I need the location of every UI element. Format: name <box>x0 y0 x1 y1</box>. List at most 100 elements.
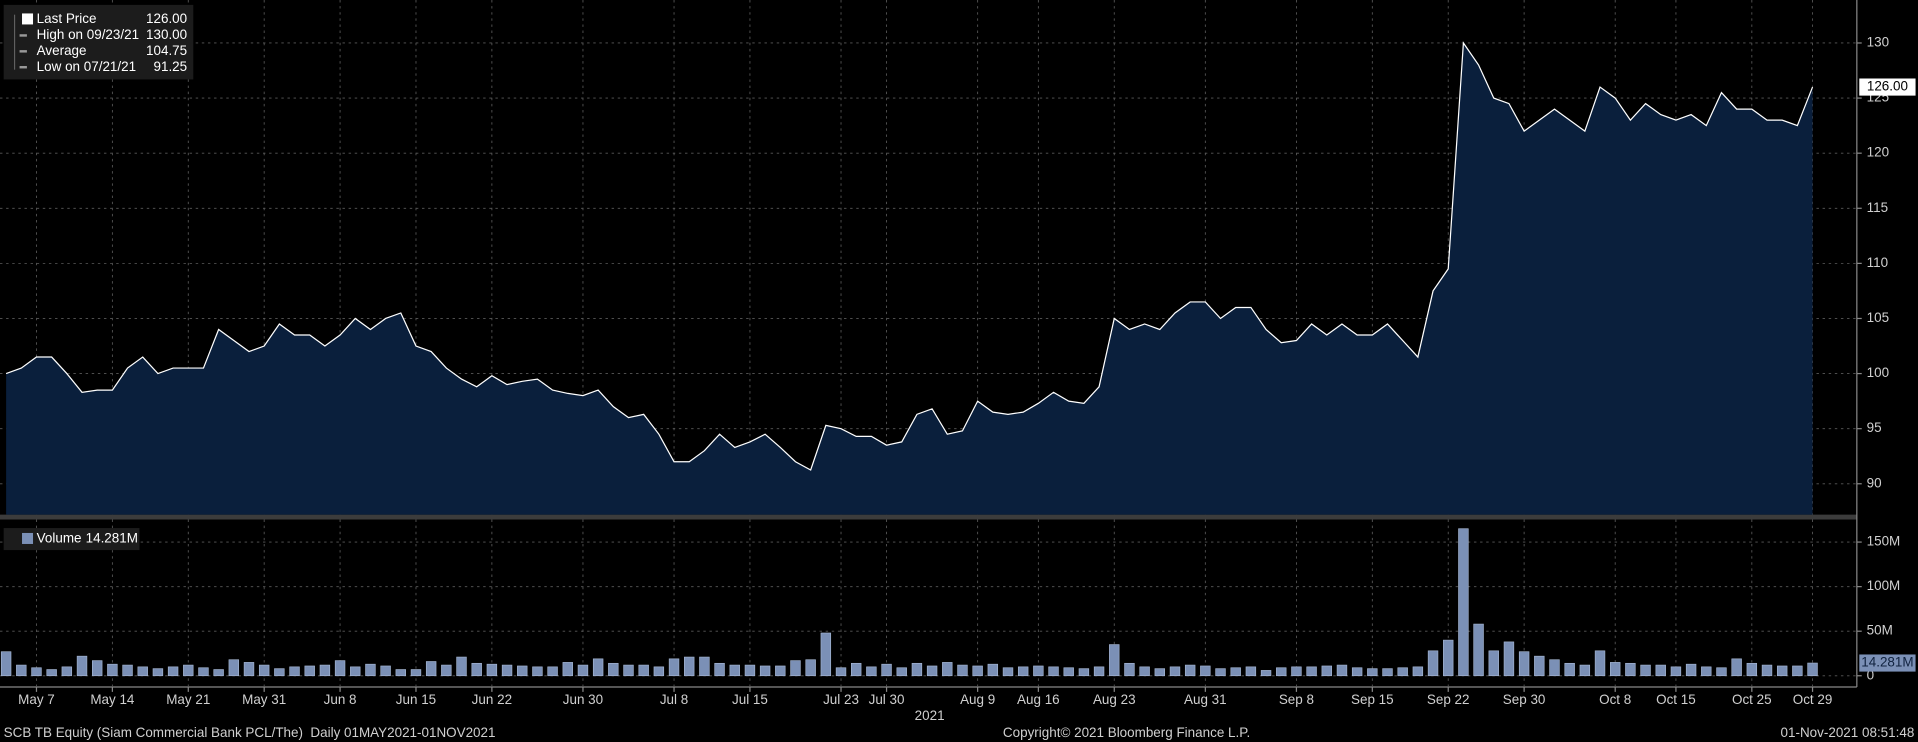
volume-bar <box>1549 659 1560 677</box>
volume-bar <box>198 667 209 677</box>
volume-bar <box>1579 664 1591 677</box>
volume-bar <box>517 665 528 677</box>
volume-bar <box>547 666 558 677</box>
volume-bar <box>16 664 27 677</box>
volume-bar <box>1336 664 1348 677</box>
x-tick-label: May 14 <box>90 692 135 707</box>
volume-bar <box>1351 667 1363 677</box>
volume-bar <box>1564 662 1575 677</box>
volume-bar <box>1685 663 1697 677</box>
volume-bar <box>866 666 877 677</box>
volume-legend-icon <box>22 532 34 544</box>
volume-bar <box>319 664 331 677</box>
y-tick-label: 50M <box>1867 623 1893 638</box>
legend-name: Average <box>37 43 87 58</box>
volume-bar <box>1807 662 1818 677</box>
y-tick-label: 115 <box>1867 200 1888 215</box>
volume-bar <box>790 660 801 677</box>
volume-bar <box>152 668 164 677</box>
volume-bar <box>1124 662 1135 677</box>
volume-bar <box>228 659 240 677</box>
volume-bar <box>835 667 847 677</box>
volume-bar <box>1443 639 1454 677</box>
volume-bar <box>1200 665 1211 677</box>
volume-bar <box>896 667 907 677</box>
volume-bar <box>471 662 482 677</box>
volume-bar <box>1792 665 1803 677</box>
volume-bar <box>274 668 285 677</box>
volume-bar <box>243 662 255 677</box>
volume-bar <box>1746 662 1758 677</box>
volume-bar <box>1701 666 1712 677</box>
x-tick-label: Sep 15 <box>1351 692 1394 707</box>
legend-icon <box>19 66 27 69</box>
volume-bar <box>1002 667 1014 677</box>
x-tick-label: Jun 30 <box>563 692 603 707</box>
volume-bar <box>714 662 725 677</box>
volume-bar <box>1776 665 1788 677</box>
x-tick-label: Jul 23 <box>823 692 859 707</box>
volume-bar <box>668 658 680 677</box>
x-tick-label: Sep 30 <box>1503 692 1546 707</box>
volume-bar <box>1245 666 1257 677</box>
volume-bar <box>653 666 665 677</box>
volume-bar <box>608 662 619 677</box>
volume-bar <box>1078 668 1090 677</box>
volume-bar <box>1610 662 1621 677</box>
legend-value: 126.00 <box>146 11 187 26</box>
volume-bar <box>699 656 710 677</box>
volume-bar <box>1731 658 1742 677</box>
volume-bar <box>350 666 361 677</box>
legend-icon <box>19 34 27 37</box>
x-tick-label: Jul 30 <box>869 692 905 707</box>
volume-bar <box>1017 666 1029 677</box>
volume-bar <box>1169 666 1181 677</box>
price-line <box>5 41 1814 471</box>
volume-bar <box>167 666 179 677</box>
x-tick-label: Aug 31 <box>1184 692 1227 707</box>
volume-bar <box>501 664 513 677</box>
volume-bar <box>881 663 892 677</box>
y-tick-label: 100 <box>1867 365 1889 380</box>
y-tick-label: 150M <box>1867 534 1901 549</box>
volume-bar <box>1518 651 1530 677</box>
volume-bar <box>1230 667 1241 677</box>
volume-bar <box>638 664 649 677</box>
y-tick-label: 90 <box>1867 475 1882 490</box>
y-tick-label: 120 <box>1867 145 1889 160</box>
volume-bar <box>1276 667 1287 677</box>
volume-bar <box>137 666 148 677</box>
volume-bar <box>1139 666 1150 677</box>
volume-bar <box>1215 668 1226 677</box>
volume-bar <box>456 656 467 677</box>
legend-value: 91.25 <box>154 59 188 74</box>
volume-bar <box>759 665 771 677</box>
volume-bar <box>1367 668 1378 677</box>
volume-bar <box>213 669 224 677</box>
volume-bar <box>31 667 42 677</box>
x-tick-label: Oct 15 <box>1656 692 1696 707</box>
volume-bar <box>1761 664 1773 677</box>
last-value-label: 14.281M <box>1861 655 1913 670</box>
volume-legend-value: 14.281M <box>86 531 138 546</box>
volume-bar <box>46 669 57 677</box>
volume-bar <box>441 664 452 677</box>
volume-bar <box>1063 667 1074 677</box>
volume-bar <box>592 658 604 677</box>
volume-bar <box>486 663 498 677</box>
volume-bar <box>1670 666 1682 677</box>
x-tick-label: Jul 15 <box>732 692 768 707</box>
volume-bar <box>1154 668 1166 677</box>
volume-bar <box>532 666 543 677</box>
volume-bar <box>76 655 88 677</box>
volume-bar <box>289 666 300 677</box>
x-tick-label: Sep 22 <box>1427 692 1470 707</box>
volume-bar <box>1093 666 1105 677</box>
volume-bar <box>911 662 923 677</box>
last-value-label: 126.00 <box>1867 79 1908 94</box>
panel-divider <box>0 514 1857 520</box>
volume-bar <box>258 664 270 677</box>
volume-bar <box>425 661 437 677</box>
volume-bar <box>942 662 953 677</box>
